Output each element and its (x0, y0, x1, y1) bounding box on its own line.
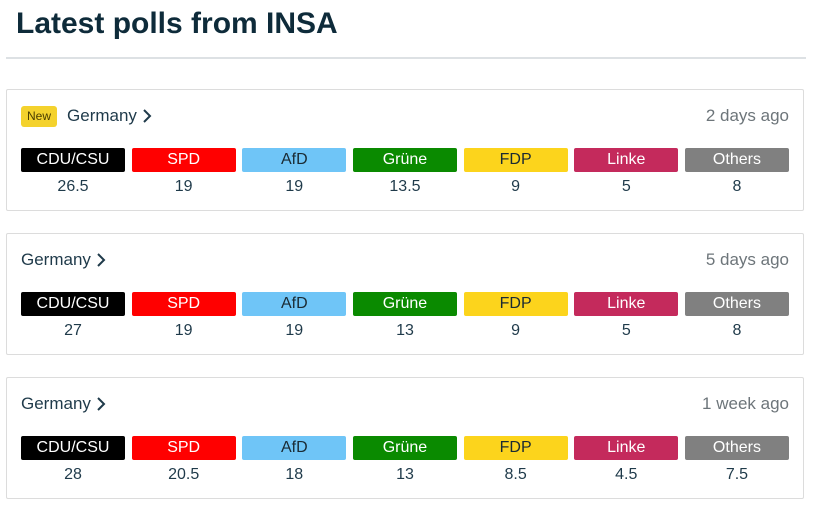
party-value: 26.5 (57, 178, 89, 195)
party-result: FDP 8.5 (463, 436, 568, 485)
party-value: 19 (285, 178, 304, 195)
party-result: Others 8 (684, 148, 789, 197)
party-value: 8 (732, 178, 742, 195)
party-label: AfD (242, 292, 347, 316)
party-value: 8 (732, 322, 742, 339)
party-result: AfD 19 (242, 148, 347, 197)
party-result: Linke 5 (574, 292, 679, 341)
party-value: 20.5 (168, 466, 200, 483)
region-link[interactable]: Germany (21, 394, 107, 414)
party-result: SPD 19 (131, 148, 236, 197)
party-value: 13 (396, 322, 414, 339)
party-label: Grüne (352, 436, 457, 460)
party-value: 4.5 (615, 466, 638, 483)
party-result: CDU/CSU 27 (21, 292, 125, 341)
party-value: 5 (621, 178, 631, 195)
poll-time: 2 days ago (705, 106, 789, 125)
party-value: 18 (285, 466, 304, 483)
poll-card: Germany 1 week ago CDU/CSU 28 SPD 20.5 AfD 18 Gr… (6, 377, 804, 499)
party-label: CDU/CSU (21, 436, 125, 460)
party-value: 7.5 (725, 466, 749, 483)
party-label: Linke (574, 148, 679, 172)
poll-time: 1 week ago (702, 394, 789, 413)
party-label: Grüne (352, 148, 457, 172)
party-label: Linke (574, 436, 679, 460)
new-badge: New (21, 105, 58, 127)
chevron-right-icon (97, 397, 106, 411)
party-result: Linke 5 (574, 148, 679, 197)
poll-card-header: Germany 5 days ago (21, 248, 789, 272)
party-value: 19 (174, 178, 193, 195)
party-result: CDU/CSU 26.5 (21, 148, 125, 197)
party-label: Others (684, 292, 789, 316)
party-result: Others 7.5 (684, 436, 789, 485)
party-label: Linke (574, 292, 679, 316)
party-result: Grüne 13.5 (352, 148, 457, 197)
party-results: CDU/CSU 26.5 SPD 19 AfD 19 Grüne 13.5 FDP 9 Linke 5… (21, 148, 789, 197)
poll-card-header: New Germany 2 days ago (21, 104, 789, 128)
party-value: 27 (64, 322, 82, 339)
chevron-right-icon (97, 253, 106, 267)
region-link[interactable]: Germany (67, 106, 153, 126)
title-divider (6, 57, 806, 59)
party-label: Others (684, 436, 789, 460)
party-result: CDU/CSU 28 (21, 436, 125, 485)
party-results: CDU/CSU 27 SPD 19 AfD 19 Grüne 13 FDP 9 Linke 5 Othe… (21, 292, 789, 341)
region-label: Germany (67, 106, 137, 125)
party-result: Grüne 13 (352, 436, 457, 485)
party-value: 13 (396, 466, 414, 483)
page-title: Latest polls from INSA (16, 7, 338, 40)
party-label: CDU/CSU (21, 292, 125, 316)
party-result: Linke 4.5 (574, 436, 679, 485)
region-label: Germany (21, 394, 91, 413)
party-result: FDP 9 (463, 292, 568, 341)
party-result: Grüne 13 (352, 292, 457, 341)
party-results: CDU/CSU 28 SPD 20.5 AfD 18 Grüne 13 FDP 8.5 Linke 4… (21, 436, 789, 485)
party-result: SPD 19 (131, 292, 236, 341)
party-label: FDP (463, 292, 568, 316)
party-label: AfD (242, 148, 347, 172)
poll-time: 5 days ago (705, 250, 789, 269)
party-value: 9 (511, 178, 521, 195)
party-label: FDP (463, 436, 568, 460)
party-value: 28 (64, 466, 82, 483)
region-link[interactable]: Germany (21, 250, 107, 270)
party-value: 19 (285, 322, 304, 339)
party-value: 8.5 (504, 466, 527, 483)
chevron-right-icon (143, 109, 152, 123)
party-value: 9 (511, 322, 521, 339)
party-result: FDP 9 (463, 148, 568, 197)
party-label: Grüne (352, 292, 457, 316)
party-result: SPD 20.5 (131, 436, 236, 485)
party-label: SPD (131, 436, 236, 460)
party-label: SPD (131, 292, 236, 316)
party-label: SPD (131, 148, 236, 172)
poll-card: Germany 5 days ago CDU/CSU 27 SPD 19 AfD 19 Grün… (6, 233, 804, 355)
party-label: CDU/CSU (21, 148, 125, 172)
party-result: AfD 19 (242, 292, 347, 341)
poll-card-header: Germany 1 week ago (21, 392, 789, 416)
region-label: Germany (21, 250, 91, 269)
party-value: 5 (621, 322, 631, 339)
party-label: AfD (242, 436, 347, 460)
poll-card: New Germany 2 days ago CDU/CSU 26.5 SPD 19 AfD 1… (6, 89, 804, 211)
party-label: FDP (463, 148, 568, 172)
party-value: 13.5 (389, 178, 421, 195)
party-result: Others 8 (684, 292, 789, 341)
party-result: AfD 18 (242, 436, 347, 485)
party-label: Others (684, 148, 789, 172)
party-value: 19 (174, 322, 193, 339)
